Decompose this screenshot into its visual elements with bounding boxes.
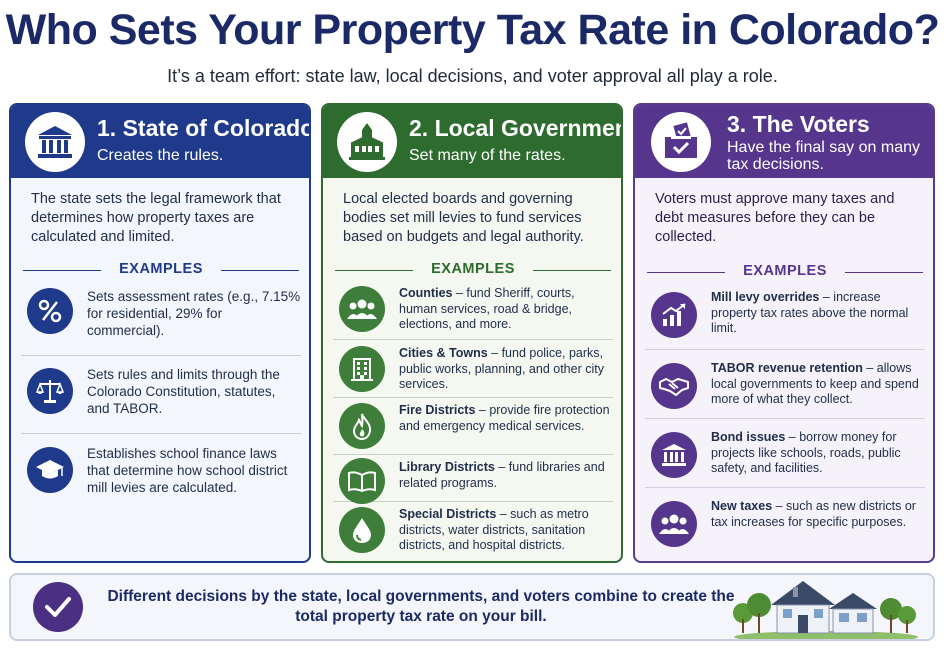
percent-icon [27, 288, 73, 334]
bank-building-icon [651, 432, 697, 478]
voters-item-tabor-retention: TABOR revenue retention – allows local g… [645, 361, 925, 419]
local-heading: 2. Local Governments [409, 115, 621, 141]
voters-description: Voters must approve many taxes and debt … [655, 191, 895, 245]
local-item-library-districts: Library Districts – fund libraries and r… [333, 458, 613, 504]
voters-examples-heading: EXAMPLES [647, 262, 923, 282]
summary-banner: Different decisions by the state, local … [9, 573, 935, 641]
voters-tagline: Have the final say on many tax decisions… [727, 139, 920, 173]
voters-item-new-taxes: New taxes – such as new districts or tax… [645, 499, 925, 549]
flame-icon [339, 403, 385, 449]
city-building-icon [339, 346, 385, 392]
local-item-fire-districts: Fire Districts – provide fire protection… [333, 403, 613, 455]
capitol-building-icon [25, 112, 85, 172]
local-card: 2. Local Governments Set many of the rat… [321, 103, 623, 563]
voters-item-bond-issues: Bond issues – borrow money for projects … [645, 430, 925, 488]
handshake-icon [651, 363, 697, 409]
state-item-school-finance: Establishes school finance laws that det… [21, 445, 301, 525]
page-title: Who Sets Your Property Tax Rate in Color… [5, 6, 940, 54]
local-card-header: 2. Local Governments Set many of the rat… [323, 105, 621, 178]
town-hall-icon [337, 112, 397, 172]
people-icon [651, 501, 697, 547]
growth-chart-icon [651, 292, 697, 338]
summary-message: Different decisions by the state, local … [107, 588, 735, 625]
book-icon [339, 458, 385, 504]
state-card: 1. State of Colorado Creates the rules. … [9, 103, 311, 563]
local-description: Local elected boards and governing bodie… [343, 191, 584, 245]
water-drop-icon [339, 507, 385, 553]
state-examples-heading: EXAMPLES [23, 260, 299, 280]
state-heading: 1. State of Colorado [97, 115, 311, 141]
state-item-assessment-rates: Sets assessment rates (e.g., 7.15% for r… [21, 288, 301, 356]
scales-icon [27, 368, 73, 414]
local-item-counties: Counties – fund Sheriff, courts, human s… [333, 286, 613, 340]
local-tagline: Set many of the rates. [409, 147, 566, 164]
checkmark-icon [33, 582, 83, 632]
voters-card-header: 3. The Voters Have the final say on many… [635, 105, 933, 178]
state-item-constitution-tabor: Sets rules and limits through the Colora… [21, 366, 301, 434]
state-card-header: 1. State of Colorado Creates the rules. [11, 105, 309, 178]
state-tagline: Creates the rules. [97, 147, 224, 164]
ballot-box-icon [651, 112, 711, 172]
local-item-special-districts: Special Districts – such as metro distri… [333, 507, 613, 557]
graduation-cap-icon [27, 447, 73, 493]
voters-item-mill-levy-overrides: Mill levy overrides – increase property … [645, 290, 925, 350]
local-item-cities-towns: Cities & Towns – fund police, parks, pub… [333, 346, 613, 398]
state-description: The state sets the legal framework that … [31, 191, 281, 245]
people-icon [339, 286, 385, 332]
voters-heading: 3. The Voters [727, 111, 870, 137]
house-icon [733, 581, 918, 639]
page-subtitle: It’s a team effort: state law, local dec… [167, 66, 778, 86]
voters-card: 3. The Voters Have the final say on many… [633, 103, 935, 563]
local-examples-heading: EXAMPLES [335, 260, 611, 280]
